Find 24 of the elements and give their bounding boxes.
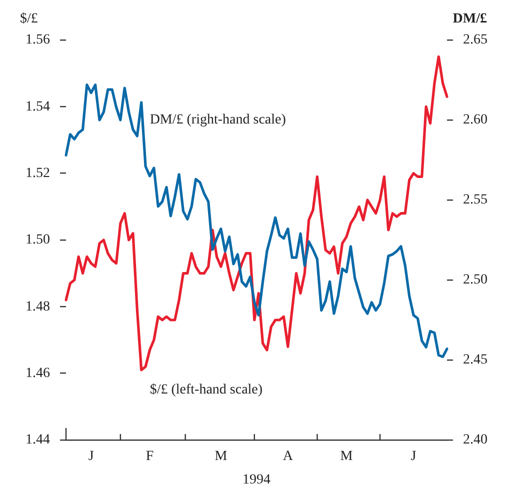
y-tick-label: 1.56	[26, 32, 50, 48]
y2-tick-label: 2.50	[463, 272, 488, 288]
y-tick-label: 1.52	[26, 166, 50, 182]
y-tick-label: 1.44	[26, 432, 50, 448]
series-label: $/£ (left-hand scale)	[150, 382, 263, 398]
x-tick-label: J	[88, 449, 94, 464]
y-tick-label: 1.46	[26, 366, 50, 382]
y2-tick-label: 2.60	[463, 112, 488, 128]
y-axis-title: $/£	[20, 12, 38, 27]
x-tick-label: J	[410, 449, 417, 464]
y-tick-label: 1.54	[26, 99, 50, 114]
series-label: DM/£ (right-hand scale)	[150, 112, 286, 128]
y-tick-label: 1.50	[26, 232, 50, 248]
x-tick-label: M	[340, 449, 354, 464]
y2-tick-label: 2.40	[463, 432, 488, 448]
y-tick-label: 1.48	[26, 299, 50, 314]
x-tick-label: M	[214, 449, 228, 464]
y2-axis-title: DM/£	[452, 12, 487, 27]
y2-tick-label: 2.65	[463, 32, 488, 48]
x-tick-label: F	[146, 449, 154, 464]
y2-tick-label: 2.55	[463, 192, 488, 208]
x-tick-label: A	[282, 449, 294, 464]
y2-tick-label: 2.45	[463, 352, 488, 368]
x-axis-title: 1994	[242, 472, 270, 488]
